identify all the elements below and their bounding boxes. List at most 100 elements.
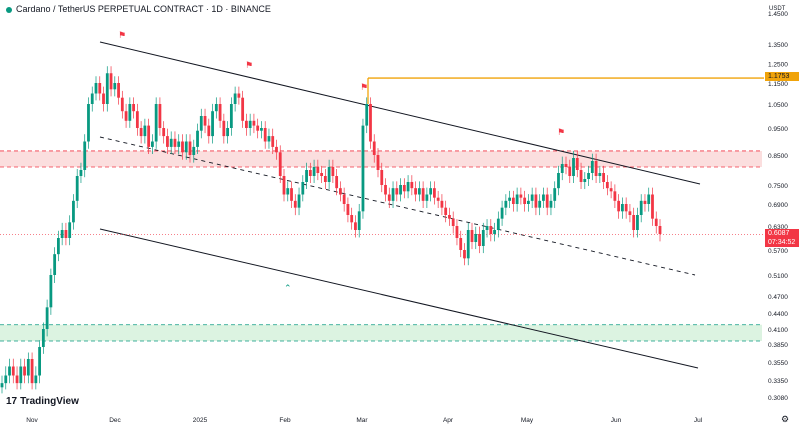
candle-body xyxy=(590,161,594,173)
candle-body xyxy=(613,191,617,201)
gear-icon[interactable]: ⚙ xyxy=(781,414,790,424)
candle-body xyxy=(421,188,425,201)
candle-body xyxy=(38,347,41,376)
time-tick-label: May xyxy=(521,417,534,424)
candle-body xyxy=(440,200,444,208)
candle-body xyxy=(549,200,553,208)
candle-body xyxy=(49,275,53,308)
candle-body xyxy=(41,329,45,347)
candle-body xyxy=(335,176,339,189)
flag-icon: ⚑ xyxy=(118,31,126,41)
flag-icon: ⚑ xyxy=(245,61,253,71)
candle-body xyxy=(151,141,154,147)
candle-body xyxy=(557,173,560,189)
flag-icon: ⚑ xyxy=(557,128,565,138)
candle-body xyxy=(466,230,470,259)
candle-body xyxy=(564,164,568,167)
price-tick-label: 0.4100 xyxy=(768,327,788,334)
candle-body xyxy=(113,83,117,90)
candle-body xyxy=(117,83,120,98)
candle-body xyxy=(545,194,549,208)
candle-body xyxy=(523,197,527,204)
candle-body xyxy=(639,200,643,215)
candle-body xyxy=(342,194,346,204)
price-tick-label: 0.6900 xyxy=(768,202,788,209)
price-tick-label: 1.3500 xyxy=(768,42,788,49)
candle-body xyxy=(218,104,222,121)
candle-body xyxy=(628,211,632,215)
flag-icon: ⚑ xyxy=(360,83,368,93)
candle-body xyxy=(496,218,500,230)
candle-body xyxy=(102,93,105,104)
candle-body xyxy=(391,188,395,201)
candle-body xyxy=(34,375,38,384)
candle-body xyxy=(166,136,169,147)
candle-body xyxy=(534,194,538,208)
candle-body xyxy=(572,158,575,176)
candle-body xyxy=(169,138,173,147)
double-chevron-up-icon: ⌃ xyxy=(284,284,292,294)
candle-body xyxy=(226,128,229,137)
candle-body xyxy=(128,104,132,121)
candle-body xyxy=(444,207,448,215)
candle-body xyxy=(275,146,278,153)
candle-body xyxy=(203,116,207,126)
candle-body xyxy=(282,176,286,195)
candle-body xyxy=(15,375,19,384)
candle-body xyxy=(350,215,354,223)
candle-body xyxy=(376,155,380,170)
candle-body xyxy=(436,197,440,201)
price-tick-label: 1.4500 xyxy=(768,11,788,18)
time-tick-label: Dec xyxy=(109,417,121,424)
price-tick-label: 0.8500 xyxy=(768,153,788,160)
candle-body xyxy=(320,173,323,176)
price-tick-label: 1.1500 xyxy=(768,81,788,88)
candle-body xyxy=(252,120,256,126)
candle-body xyxy=(192,146,196,155)
candle-body xyxy=(245,120,248,128)
candle-body xyxy=(26,359,30,376)
tradingview-logo[interactable]: 17 TradingView xyxy=(6,396,79,407)
candle-body xyxy=(11,366,15,376)
current-price-tag: 0.6087 xyxy=(765,229,799,238)
candle-body xyxy=(196,130,199,147)
time-tick-label: Jul xyxy=(694,417,703,424)
candle-body xyxy=(504,200,508,208)
candle-body xyxy=(542,194,545,201)
candle-body xyxy=(154,104,158,142)
candle-body xyxy=(474,234,478,242)
candle-body xyxy=(425,194,429,201)
candle-body xyxy=(271,136,275,147)
tv-logo-icon: 17 xyxy=(6,396,18,407)
candle-body xyxy=(451,218,455,226)
candle-body xyxy=(229,104,233,128)
currency-label[interactable]: USDT xyxy=(769,6,786,12)
candle-body xyxy=(94,83,98,94)
candle-body xyxy=(598,173,602,176)
candle-body xyxy=(369,104,372,142)
time-tick-label: Mar xyxy=(356,417,368,424)
support-zone xyxy=(0,324,762,341)
candle-body xyxy=(579,170,583,182)
candle-body xyxy=(632,215,636,230)
candle-body xyxy=(493,230,496,234)
candle-body xyxy=(399,185,402,195)
candle-body xyxy=(184,141,188,153)
candle-body xyxy=(132,104,135,112)
candle-body xyxy=(90,93,94,104)
candle-body xyxy=(478,234,481,246)
candle-body xyxy=(357,211,361,230)
candle-body xyxy=(500,207,504,219)
candle-body xyxy=(60,230,64,238)
candle-body xyxy=(654,218,658,226)
candle-body xyxy=(511,197,515,204)
candle-body xyxy=(64,230,68,238)
candle-body xyxy=(199,116,203,131)
candle-body xyxy=(410,182,414,189)
candle-body xyxy=(214,104,218,112)
candle-body xyxy=(384,185,387,195)
candle-body xyxy=(87,104,90,142)
level-price-tag: 1.1753 xyxy=(765,72,799,81)
candle-body xyxy=(406,182,410,192)
